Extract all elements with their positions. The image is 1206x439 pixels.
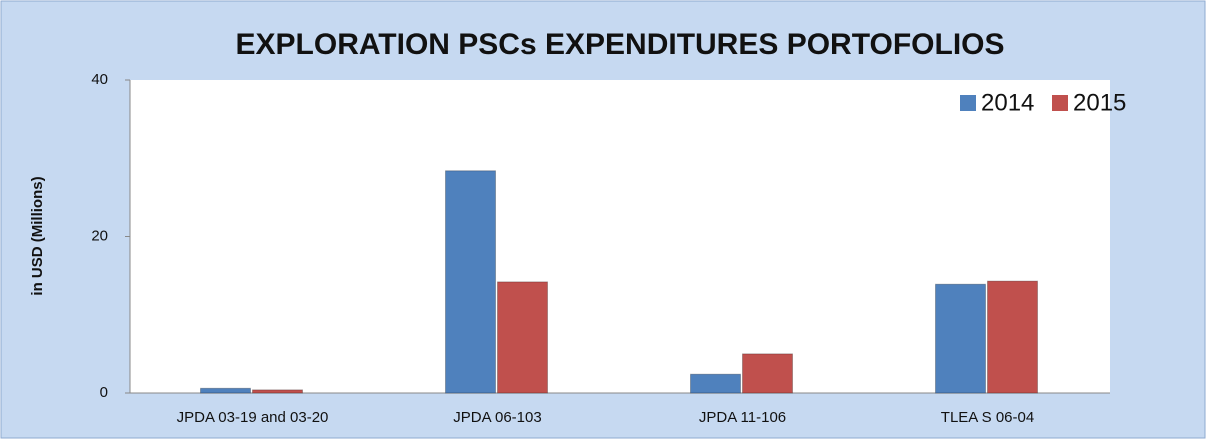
- bar: [987, 280, 1038, 394]
- bar: [690, 373, 741, 394]
- legend-swatch: [960, 95, 976, 111]
- x-tick-label: JPDA 11-106: [699, 409, 786, 426]
- y-tick-label: 40: [91, 71, 108, 88]
- legend-label: 2014: [981, 89, 1034, 116]
- bar: [497, 281, 548, 394]
- chart-title: EXPLORATION PSCs EXPENDITURES PORTOFOLIO…: [236, 28, 1005, 61]
- legend-swatch: [1052, 95, 1068, 111]
- bar: [200, 387, 251, 394]
- y-axis-label: in USD (Millions): [29, 176, 46, 295]
- y-tick-label: 20: [91, 227, 108, 244]
- y-tick-label: 0: [100, 384, 108, 401]
- x-tick-label: JPDA 03-19 and 03-20: [177, 409, 329, 426]
- x-tick-label: JPDA 06-103: [453, 409, 541, 426]
- bar: [742, 353, 793, 394]
- legend-label: 2015: [1073, 89, 1126, 116]
- bar: [445, 170, 496, 394]
- bar: [935, 283, 986, 394]
- x-tick-label: TLEA S 06-04: [941, 409, 1034, 426]
- bar: [252, 389, 303, 394]
